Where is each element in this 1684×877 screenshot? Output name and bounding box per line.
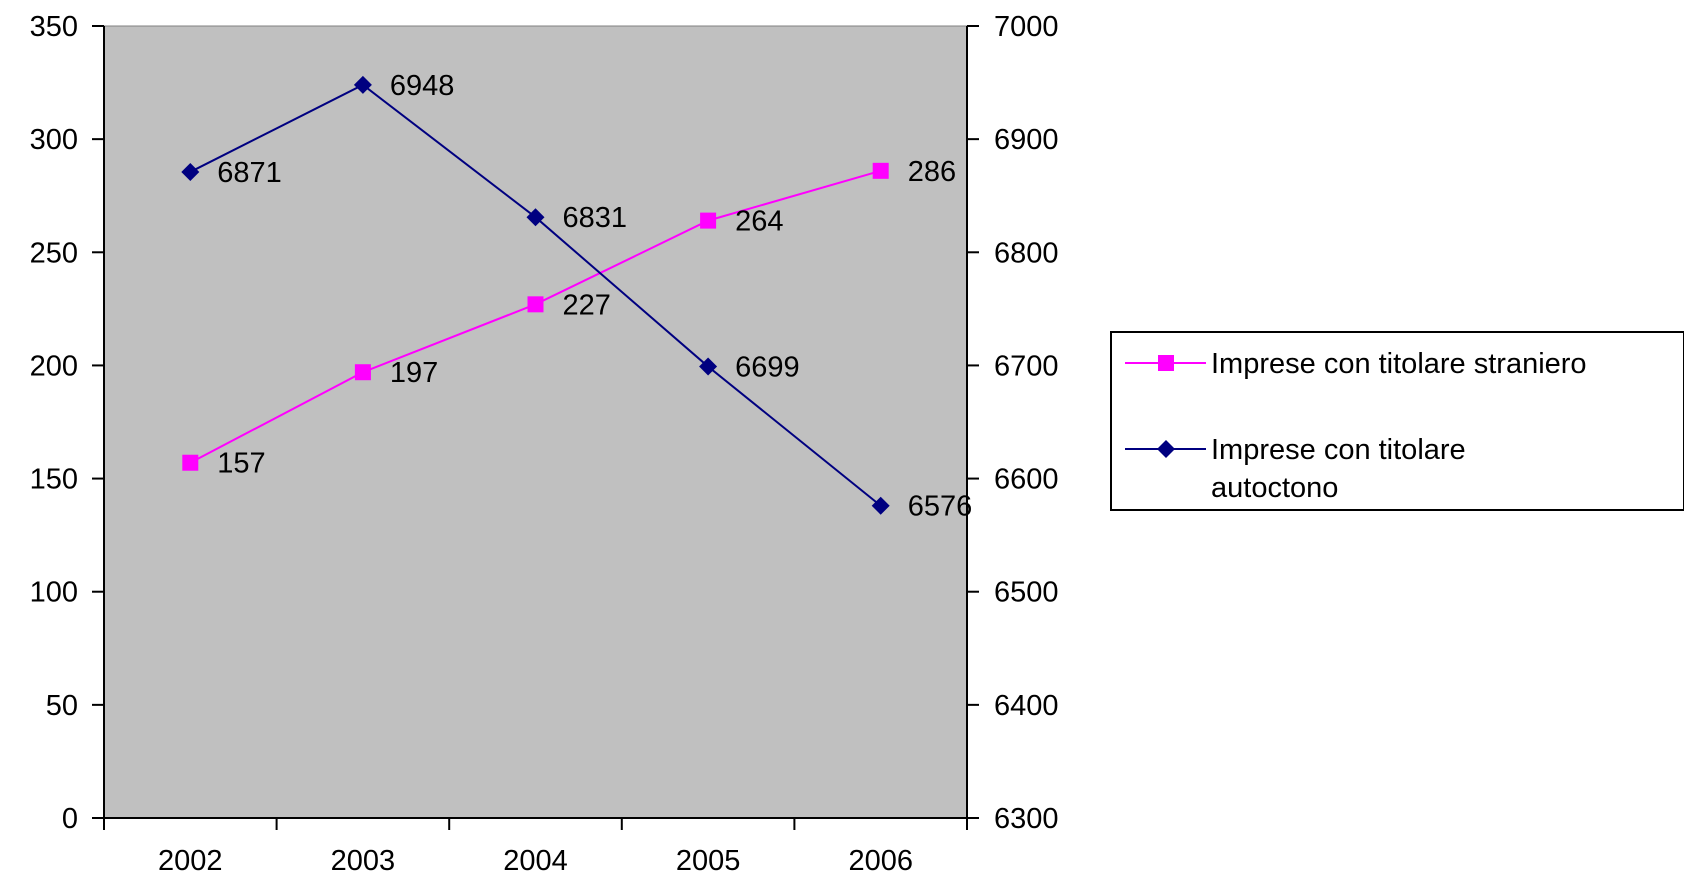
legend-entry-label: Imprese con titolare straniero bbox=[1211, 348, 1587, 380]
series-lines bbox=[181, 75, 890, 515]
data-point-square bbox=[182, 454, 199, 471]
left-axis-tick-label: 100 bbox=[30, 577, 78, 609]
x-axis-tick-label: 2005 bbox=[676, 845, 741, 877]
right-axis-tick-label: 6300 bbox=[994, 803, 1059, 835]
left-axis-tick-label: 0 bbox=[62, 803, 78, 835]
data-label: 6831 bbox=[563, 202, 628, 234]
data-point-square bbox=[700, 212, 717, 229]
right-axis-tick-label: 6600 bbox=[994, 464, 1059, 496]
data-labels: 157 197 227 264 286 6871 6948 6831 6699 6576 bbox=[217, 70, 972, 523]
right-axis-tick-label: 6800 bbox=[994, 237, 1059, 269]
data-label: 286 bbox=[908, 156, 956, 188]
x-axis-tick-label: 2003 bbox=[331, 845, 396, 877]
data-point-diamond bbox=[1157, 440, 1175, 458]
right-axis: 6300 6400 6500 6600 6700 6800 6900 7000 bbox=[966, 11, 1059, 835]
left-axis-tick-label: 350 bbox=[30, 11, 78, 43]
legend-box bbox=[1110, 331, 1684, 511]
legend-entry-label: Imprese con titolare autoctono bbox=[1211, 434, 1466, 504]
x-axis-tick-label: 2004 bbox=[503, 845, 568, 877]
right-axis-tick-label: 6400 bbox=[994, 690, 1059, 722]
right-axis-tick-label: 6500 bbox=[994, 577, 1059, 609]
plot-area bbox=[103, 25, 968, 819]
x-axis-tick-label: 2006 bbox=[848, 845, 913, 877]
data-label: 6948 bbox=[390, 70, 455, 102]
legend-entry-label-line: Imprese con titolare bbox=[1211, 434, 1466, 466]
right-axis-tick-label: 6900 bbox=[994, 124, 1059, 156]
data-point-diamond bbox=[353, 75, 372, 94]
data-label: 264 bbox=[735, 206, 783, 238]
data-point-square bbox=[872, 162, 889, 179]
data-point-diamond bbox=[871, 496, 890, 515]
data-point-square bbox=[527, 296, 544, 313]
data-point-diamond bbox=[181, 162, 200, 181]
data-point-diamond bbox=[526, 208, 545, 227]
left-axis: 0 50 100 150 200 250 300 350 bbox=[30, 11, 105, 835]
legend-entry-label-line: Imprese con titolare straniero bbox=[1211, 348, 1587, 380]
left-axis-tick-label: 50 bbox=[46, 690, 78, 722]
data-label: 6871 bbox=[217, 157, 282, 189]
left-axis-tick-label: 300 bbox=[30, 124, 78, 156]
data-label: 197 bbox=[390, 357, 438, 389]
x-axis: 2002 2003 2004 2005 2006 bbox=[103, 817, 968, 877]
right-axis-tick-label: 7000 bbox=[994, 11, 1059, 43]
data-label: 227 bbox=[563, 289, 611, 321]
x-axis-tick-label: 2002 bbox=[158, 845, 223, 877]
left-axis-tick-label: 150 bbox=[30, 464, 78, 496]
legend-entry-label-line: autoctono bbox=[1211, 472, 1338, 504]
data-point-diamond bbox=[699, 357, 718, 376]
left-axis-tick-label: 200 bbox=[30, 350, 78, 382]
data-label: 6576 bbox=[908, 491, 973, 523]
left-axis-tick-label: 250 bbox=[30, 237, 78, 269]
legend: Imprese con titolare straniero Imprese co… bbox=[1110, 331, 1684, 511]
data-label: 157 bbox=[217, 448, 265, 480]
right-axis-tick-label: 6700 bbox=[994, 350, 1059, 382]
data-point-square bbox=[1158, 355, 1174, 371]
data-point-square bbox=[354, 364, 371, 381]
data-label: 6699 bbox=[735, 352, 800, 384]
